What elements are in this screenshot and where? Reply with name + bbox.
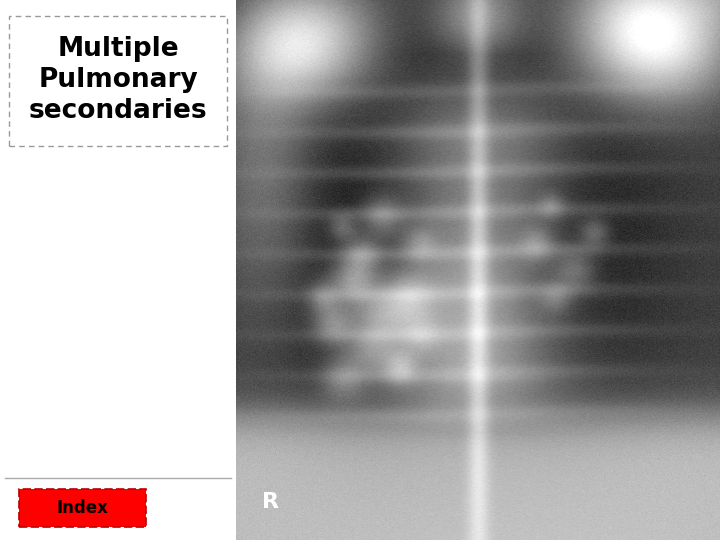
FancyBboxPatch shape xyxy=(19,489,146,526)
Text: Index: Index xyxy=(57,498,109,517)
Text: R: R xyxy=(261,492,279,512)
Text: Multiple
Pulmonary
secondaries: Multiple Pulmonary secondaries xyxy=(29,36,207,124)
FancyBboxPatch shape xyxy=(9,16,227,146)
